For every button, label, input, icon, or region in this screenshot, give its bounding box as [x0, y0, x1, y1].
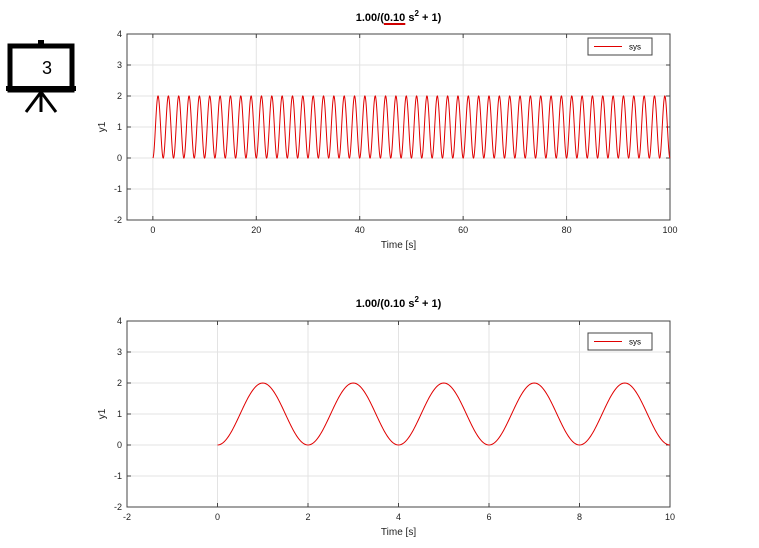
y-tick-label: 3 [117, 347, 122, 357]
x-tick-label: -2 [123, 512, 131, 522]
y-tick-label: 1 [117, 409, 122, 419]
chart-top: 0 20 40 60 80 100 -2 -1 0 1 2 3 4 Time [s] y1 1.00/(0.1… [97, 9, 678, 251]
chart-title: 1.00/(0.10 s2 + 1) [356, 295, 442, 310]
x-tick-label: 6 [486, 512, 491, 522]
title-variable: 0.10 s [384, 298, 415, 310]
y-tick-label: 0 [117, 440, 122, 450]
y-axis-label: y1 [97, 408, 108, 419]
x-tick-label: 0 [150, 225, 155, 235]
x-tick-label: 20 [251, 225, 261, 235]
y-tick-label: 2 [117, 91, 122, 101]
y-tick-label: 0 [117, 153, 122, 163]
chart-bottom: -2 0 2 4 6 8 10 -2 -1 0 1 2 3 4 Time [s] y1 1.00/(0.10 s… [97, 295, 675, 538]
presentation-board-icon [6, 40, 76, 113]
legend-label: sys [629, 43, 641, 52]
x-tick-label: 100 [662, 225, 677, 235]
y-tick-label: -2 [114, 502, 122, 512]
y-tick-label: 4 [117, 29, 122, 39]
y-tick-label: -1 [114, 184, 122, 194]
x-tick-label: 80 [562, 225, 572, 235]
y-axis-label: y1 [97, 121, 108, 132]
title-prefix: 1.00/( [356, 12, 384, 24]
series-line-sys [152, 95, 671, 159]
title-variable: s [405, 12, 414, 24]
y-tick-label: -1 [114, 471, 122, 481]
slide-badge: 3 [6, 40, 76, 115]
x-tick-label: 0 [215, 512, 220, 522]
chart-title: 1.00/(0.10 s2 + 1) [356, 9, 442, 24]
y-tick-label: -2 [114, 215, 122, 225]
title-suffix: + 1) [419, 298, 442, 310]
x-tick-label: 4 [396, 512, 401, 522]
title-prefix: 1.00/( [356, 298, 384, 310]
title-highlight: 0.10 [384, 12, 405, 24]
series-line-sys [217, 382, 671, 446]
x-tick-label: 2 [305, 512, 310, 522]
x-tick-label: 8 [577, 512, 582, 522]
y-tick-label: 2 [117, 378, 122, 388]
y-tick-label: 3 [117, 60, 122, 70]
x-tick-label: 10 [665, 512, 675, 522]
slide-number: 3 [41, 58, 52, 78]
title-suffix: + 1) [419, 12, 442, 24]
title-exponent: 2 [414, 295, 419, 304]
x-tick-label: 40 [355, 225, 365, 235]
y-tick-label: 4 [117, 316, 122, 326]
title-exponent: 2 [414, 9, 419, 18]
y-tick-label: 1 [117, 122, 122, 132]
x-axis-label: Time [s] [381, 527, 416, 538]
x-axis-label: Time [s] [381, 240, 416, 251]
legend-label: sys [629, 338, 641, 347]
x-tick-label: 60 [458, 225, 468, 235]
